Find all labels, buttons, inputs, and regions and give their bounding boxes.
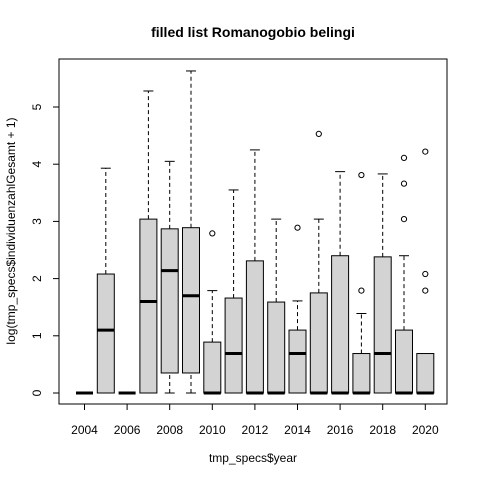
y-axis: 0 1 2 3 4 5 bbox=[30, 103, 60, 396]
box-iqr bbox=[352, 353, 371, 394]
box-iqr bbox=[96, 273, 115, 394]
box-2020 bbox=[416, 148, 435, 395]
box-iqr bbox=[288, 329, 307, 394]
outlier-point bbox=[358, 171, 365, 179]
box-2012 bbox=[245, 149, 264, 395]
outlier-point bbox=[400, 154, 408, 162]
box-iqr bbox=[224, 297, 243, 394]
box-2014 bbox=[288, 224, 307, 394]
box-2013 bbox=[267, 218, 286, 395]
outlier-point bbox=[315, 130, 322, 137]
outlier-point bbox=[400, 180, 408, 187]
box-2007 bbox=[139, 90, 158, 394]
x-axis-label: tmp_specs$year bbox=[209, 451, 297, 465]
x-tick-label: 2016 bbox=[327, 423, 354, 437]
chart-title: filled list Romanogobio belingi bbox=[151, 24, 355, 40]
box-iqr bbox=[309, 292, 328, 394]
box-2008 bbox=[160, 160, 179, 394]
y-tick-label: 4 bbox=[30, 161, 44, 168]
x-tick-label: 2004 bbox=[71, 423, 98, 437]
box-iqr bbox=[416, 353, 435, 394]
box-iqr bbox=[203, 341, 222, 394]
box-2017 bbox=[352, 171, 371, 395]
y-axis-label: log(tmp_specs$individuenzahlGesamt + 1) bbox=[4, 117, 18, 344]
box-iqr bbox=[182, 227, 200, 374]
y-tick-label: 3 bbox=[30, 218, 44, 225]
box-iqr bbox=[245, 260, 264, 394]
x-axis: 2004 2006 2008 2010 2012 2014 2016 2018 2020 bbox=[71, 403, 439, 437]
box-iqr bbox=[395, 329, 413, 394]
outlier-point bbox=[422, 287, 429, 294]
y-tick-label: 1 bbox=[30, 332, 44, 339]
outlier-point bbox=[400, 216, 408, 223]
y-tick-label: 0 bbox=[30, 389, 44, 396]
box-2019 bbox=[395, 154, 413, 395]
box-2015 bbox=[309, 130, 328, 395]
x-tick-label: 2020 bbox=[412, 423, 439, 437]
box-2018 bbox=[373, 173, 392, 394]
box-2016 bbox=[331, 171, 350, 395]
x-tick-label: 2018 bbox=[369, 423, 396, 437]
box-iqr bbox=[139, 218, 158, 394]
box-2009 bbox=[182, 70, 200, 394]
box-iqr bbox=[331, 255, 350, 394]
x-tick-label: 2006 bbox=[114, 423, 141, 437]
x-tick-label: 2010 bbox=[199, 423, 226, 437]
outlier-point bbox=[209, 230, 216, 237]
box-2005 bbox=[96, 167, 115, 394]
outlier-point bbox=[294, 224, 301, 231]
box-iqr bbox=[267, 301, 286, 394]
box-iqr bbox=[373, 256, 392, 394]
y-tick-label: 2 bbox=[30, 275, 44, 282]
box-iqr bbox=[160, 228, 179, 374]
y-tick-label: 5 bbox=[30, 103, 44, 110]
box-2010 bbox=[203, 230, 222, 395]
x-tick-label: 2012 bbox=[242, 423, 269, 437]
outlier-point bbox=[422, 148, 429, 155]
outlier-point bbox=[422, 270, 429, 278]
outlier-point bbox=[358, 287, 365, 294]
x-tick-label: 2008 bbox=[156, 423, 183, 437]
plot-area bbox=[76, 70, 435, 395]
x-tick-label: 2014 bbox=[284, 423, 311, 437]
box-2011 bbox=[224, 189, 243, 394]
